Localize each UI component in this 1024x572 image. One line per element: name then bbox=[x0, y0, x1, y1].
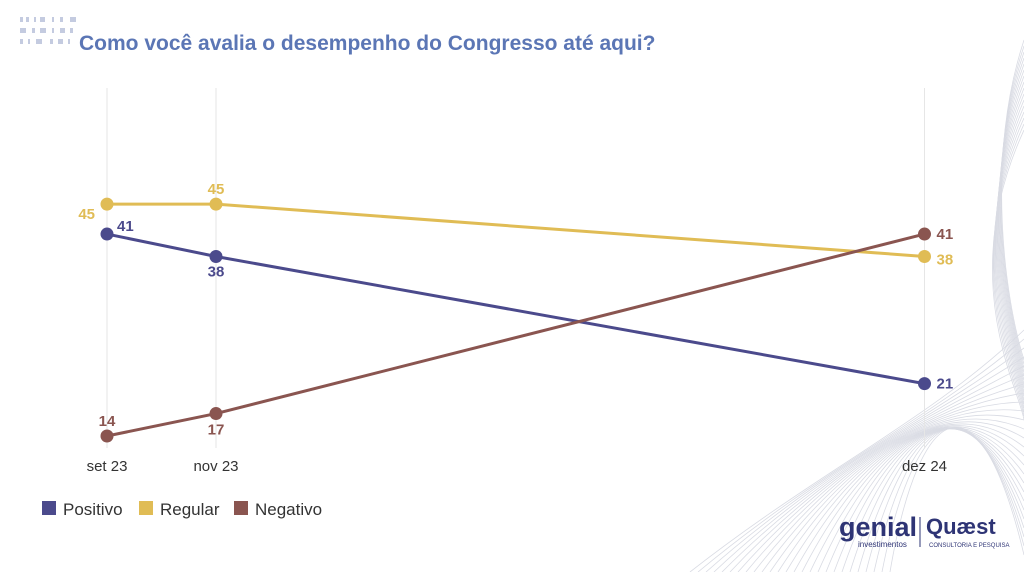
decor-wave bbox=[809, 426, 1024, 572]
decor-wave bbox=[1001, 39, 1024, 361]
gridlines bbox=[106, 88, 925, 448]
genial-logo: genial investimentos bbox=[839, 512, 917, 549]
data-point-positivo bbox=[918, 377, 931, 391]
decor-wave bbox=[785, 421, 1024, 572]
decor-wave bbox=[995, 99, 1024, 401]
decor-wave bbox=[996, 87, 1024, 393]
decor-wave bbox=[992, 123, 1024, 417]
data-label-negativo: 17 bbox=[208, 422, 225, 439]
legend-label-negativo: Negativo bbox=[255, 500, 322, 519]
data-point-regular bbox=[100, 197, 114, 211]
data-point-positivo bbox=[100, 227, 114, 241]
data-label-positivo: 21 bbox=[937, 376, 954, 393]
header-decoration bbox=[20, 17, 76, 44]
x-tick-label: dez 24 bbox=[902, 458, 947, 475]
series-line-regular bbox=[107, 202, 925, 258]
data-label-regular: 45 bbox=[78, 206, 95, 223]
decor-wave bbox=[997, 81, 1024, 389]
decor-wave bbox=[995, 93, 1024, 397]
decor-wave bbox=[1000, 45, 1024, 365]
data-point-regular bbox=[209, 197, 223, 211]
decor-wave bbox=[1000, 51, 1024, 369]
decorative-wave-lines bbox=[689, 39, 1024, 572]
genial-logo-text: genial bbox=[839, 512, 917, 542]
decor-wave bbox=[849, 428, 1024, 572]
decor-wave bbox=[997, 75, 1024, 385]
decor-wave bbox=[753, 401, 1024, 572]
series-line-positivo bbox=[106, 232, 925, 386]
decor-wave bbox=[769, 414, 1024, 572]
data-point-negativo bbox=[918, 227, 931, 241]
decor-wave bbox=[705, 347, 1024, 572]
series-points bbox=[100, 197, 931, 443]
x-tick-label: set 23 bbox=[87, 458, 128, 475]
data-label-regular: 38 bbox=[937, 251, 954, 268]
decor-wave bbox=[833, 428, 1024, 572]
x-axis-ticks: set 23 nov 23 dez 24 bbox=[87, 458, 947, 475]
x-tick-label: nov 23 bbox=[193, 458, 238, 475]
legend: Positivo Regular Negativo bbox=[42, 500, 322, 519]
decor-wave bbox=[825, 427, 1024, 572]
data-label-regular: 45 bbox=[208, 181, 225, 198]
quaest-logo: Quæst CONSULTORIA E PESQUISA bbox=[926, 514, 1009, 549]
decor-wave bbox=[721, 365, 1024, 572]
decor-wave bbox=[994, 111, 1024, 409]
decor-wave bbox=[737, 383, 1024, 572]
decor-wave bbox=[993, 117, 1024, 413]
chart-title: Como você avalia o desempenho do Congres… bbox=[79, 32, 655, 55]
decor-wave bbox=[999, 57, 1024, 373]
data-label-positivo: 41 bbox=[117, 218, 134, 235]
legend-label-regular: Regular bbox=[160, 500, 220, 519]
legend-label-positivo: Positivo bbox=[63, 500, 123, 519]
decor-wave bbox=[713, 356, 1024, 572]
data-label-positivo: 38 bbox=[208, 263, 225, 280]
series-lines bbox=[106, 202, 925, 438]
decor-wave bbox=[817, 427, 1024, 572]
decor-wave bbox=[841, 428, 1024, 572]
data-label-negativo: 14 bbox=[99, 413, 116, 430]
data-point-positivo bbox=[209, 249, 223, 263]
legend-swatch-positivo bbox=[42, 501, 56, 515]
value-labels: 41 38 21 45 45 38 14 17 41 bbox=[78, 181, 953, 438]
decor-wave bbox=[999, 63, 1024, 377]
data-point-negativo bbox=[209, 407, 223, 421]
decor-wave bbox=[689, 329, 1024, 572]
decor-wave bbox=[992, 129, 1024, 421]
decor-wave bbox=[998, 69, 1024, 381]
series-line-negativo bbox=[106, 232, 925, 438]
decor-wave bbox=[745, 392, 1024, 572]
genial-logo-subtitle: investimentos bbox=[858, 540, 907, 549]
decor-wave bbox=[761, 409, 1024, 572]
data-label-negativo: 41 bbox=[937, 226, 954, 243]
decor-wave bbox=[729, 374, 1024, 572]
data-point-regular bbox=[918, 249, 931, 263]
decor-wave bbox=[889, 426, 1024, 572]
data-point-negativo bbox=[100, 429, 114, 443]
decor-wave bbox=[697, 338, 1024, 572]
quaest-logo-text: Quæst bbox=[926, 514, 996, 539]
decor-wave bbox=[793, 423, 1024, 572]
legend-swatch-negativo bbox=[234, 501, 248, 515]
decor-wave bbox=[777, 418, 1024, 572]
decor-wave bbox=[801, 425, 1024, 572]
decor-wave bbox=[994, 105, 1024, 405]
legend-swatch-regular bbox=[139, 501, 153, 515]
quaest-logo-subtitle: CONSULTORIA E PESQUISA bbox=[929, 543, 1009, 549]
decor-wave bbox=[857, 428, 1024, 572]
